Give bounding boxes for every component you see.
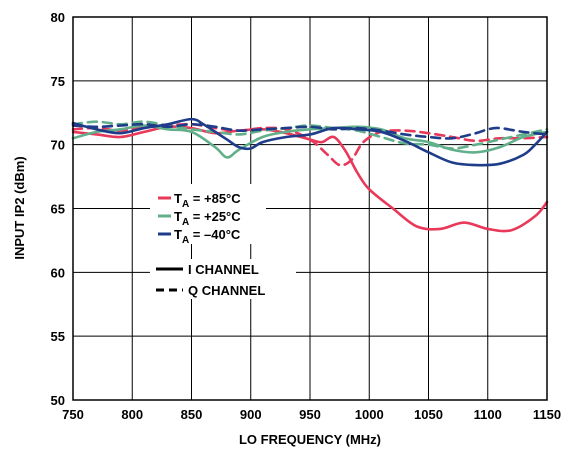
legend-label: TA = –40°C <box>174 227 241 246</box>
grid <box>72 16 548 401</box>
y-tick-label: 65 <box>51 202 65 217</box>
x-tick-label: 850 <box>181 407 203 422</box>
channel-legend-background <box>150 259 296 299</box>
series-line <box>71 122 549 167</box>
x-tick-label: 1150 <box>533 407 561 422</box>
x-tick-label: 750 <box>62 407 84 422</box>
x-axis-title: LO FREQUENCY (MHz) <box>239 432 381 447</box>
y-tick-label: 75 <box>51 74 65 89</box>
x-tick-label: 800 <box>121 407 143 422</box>
y-axis-title: INPUT IP2 (dBm) <box>12 156 27 259</box>
y-tick-label: 60 <box>51 265 65 280</box>
series-layer <box>71 117 549 233</box>
y-tick-label: 80 <box>51 10 65 25</box>
legend-label: TA = +85°C <box>174 191 241 210</box>
tick-labels: 750 800 850 900 950 1000 1050 1100 1150 50 55 60 65 7… <box>51 10 562 422</box>
y-tick-label: 70 <box>51 138 65 153</box>
y-tick-label: 55 <box>51 329 65 344</box>
series-line <box>71 120 549 150</box>
x-tick-label: 950 <box>299 407 321 422</box>
x-tick-label: 900 <box>240 407 262 422</box>
series-line <box>71 122 549 140</box>
legend: TA = +85°CTA = +25°CTA = –40°C I CHANNEL Q… <box>150 184 296 299</box>
legend-label: Q CHANNEL <box>188 283 265 298</box>
plot-border <box>72 16 548 401</box>
x-tick-label: 1100 <box>474 407 502 422</box>
y-tick-label: 50 <box>51 393 65 408</box>
x-tick-label: 1000 <box>355 407 384 422</box>
plot-frame <box>72 16 548 401</box>
x-tick-label: 1050 <box>414 407 443 422</box>
legend-label: I CHANNEL <box>188 262 259 277</box>
legend-label: TA = +25°C <box>174 209 241 228</box>
series-line <box>71 117 549 167</box>
